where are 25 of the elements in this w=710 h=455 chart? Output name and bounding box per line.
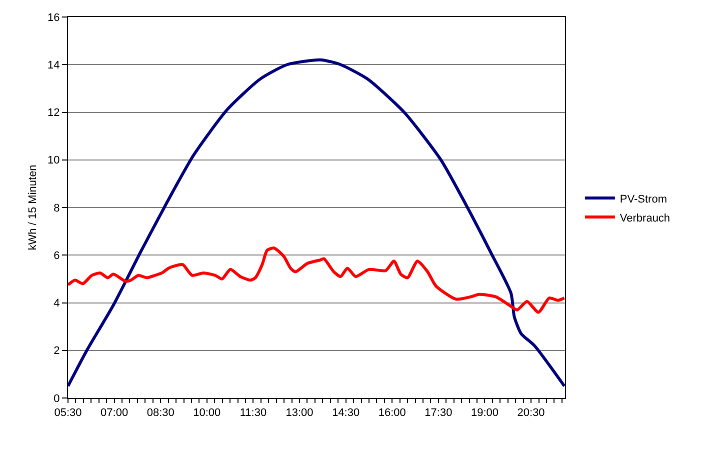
x-tick-label: 08:30 (146, 407, 174, 420)
y-tick-label: 10 (48, 154, 60, 167)
x-tick-label: 14:30 (332, 407, 360, 420)
x-tick-label: 17:30 (424, 407, 452, 420)
y-axis-title: kWh / 15 Minuten (27, 164, 40, 250)
x-tick-label: 10:00 (193, 407, 221, 420)
x-tick-label: 05:30 (54, 407, 82, 420)
x-tick-label: 19:00 (470, 407, 499, 420)
y-tick-label: 12 (48, 107, 60, 120)
x-tick-label: 16:00 (378, 407, 406, 420)
x-tick-label: 11:30 (240, 407, 267, 420)
legend-label: PV-Strom (620, 193, 667, 206)
y-tick-label: 8 (54, 202, 60, 214)
y-tick-label: 2 (54, 345, 60, 358)
legend-label: Verbrauch (620, 212, 670, 224)
y-tick-label: 4 (54, 298, 60, 310)
line-series (68, 246, 565, 314)
y-tick-label: 14 (48, 59, 60, 72)
y-tick-label: 16 (48, 12, 60, 24)
x-tick-label: 07:00 (100, 407, 128, 420)
x-tick-label: 20:30 (517, 407, 545, 420)
x-tick-label: 13:00 (286, 407, 314, 420)
y-tick-label: 6 (54, 250, 60, 262)
line-series (68, 58, 565, 388)
y-tick-label: 0 (54, 392, 60, 405)
